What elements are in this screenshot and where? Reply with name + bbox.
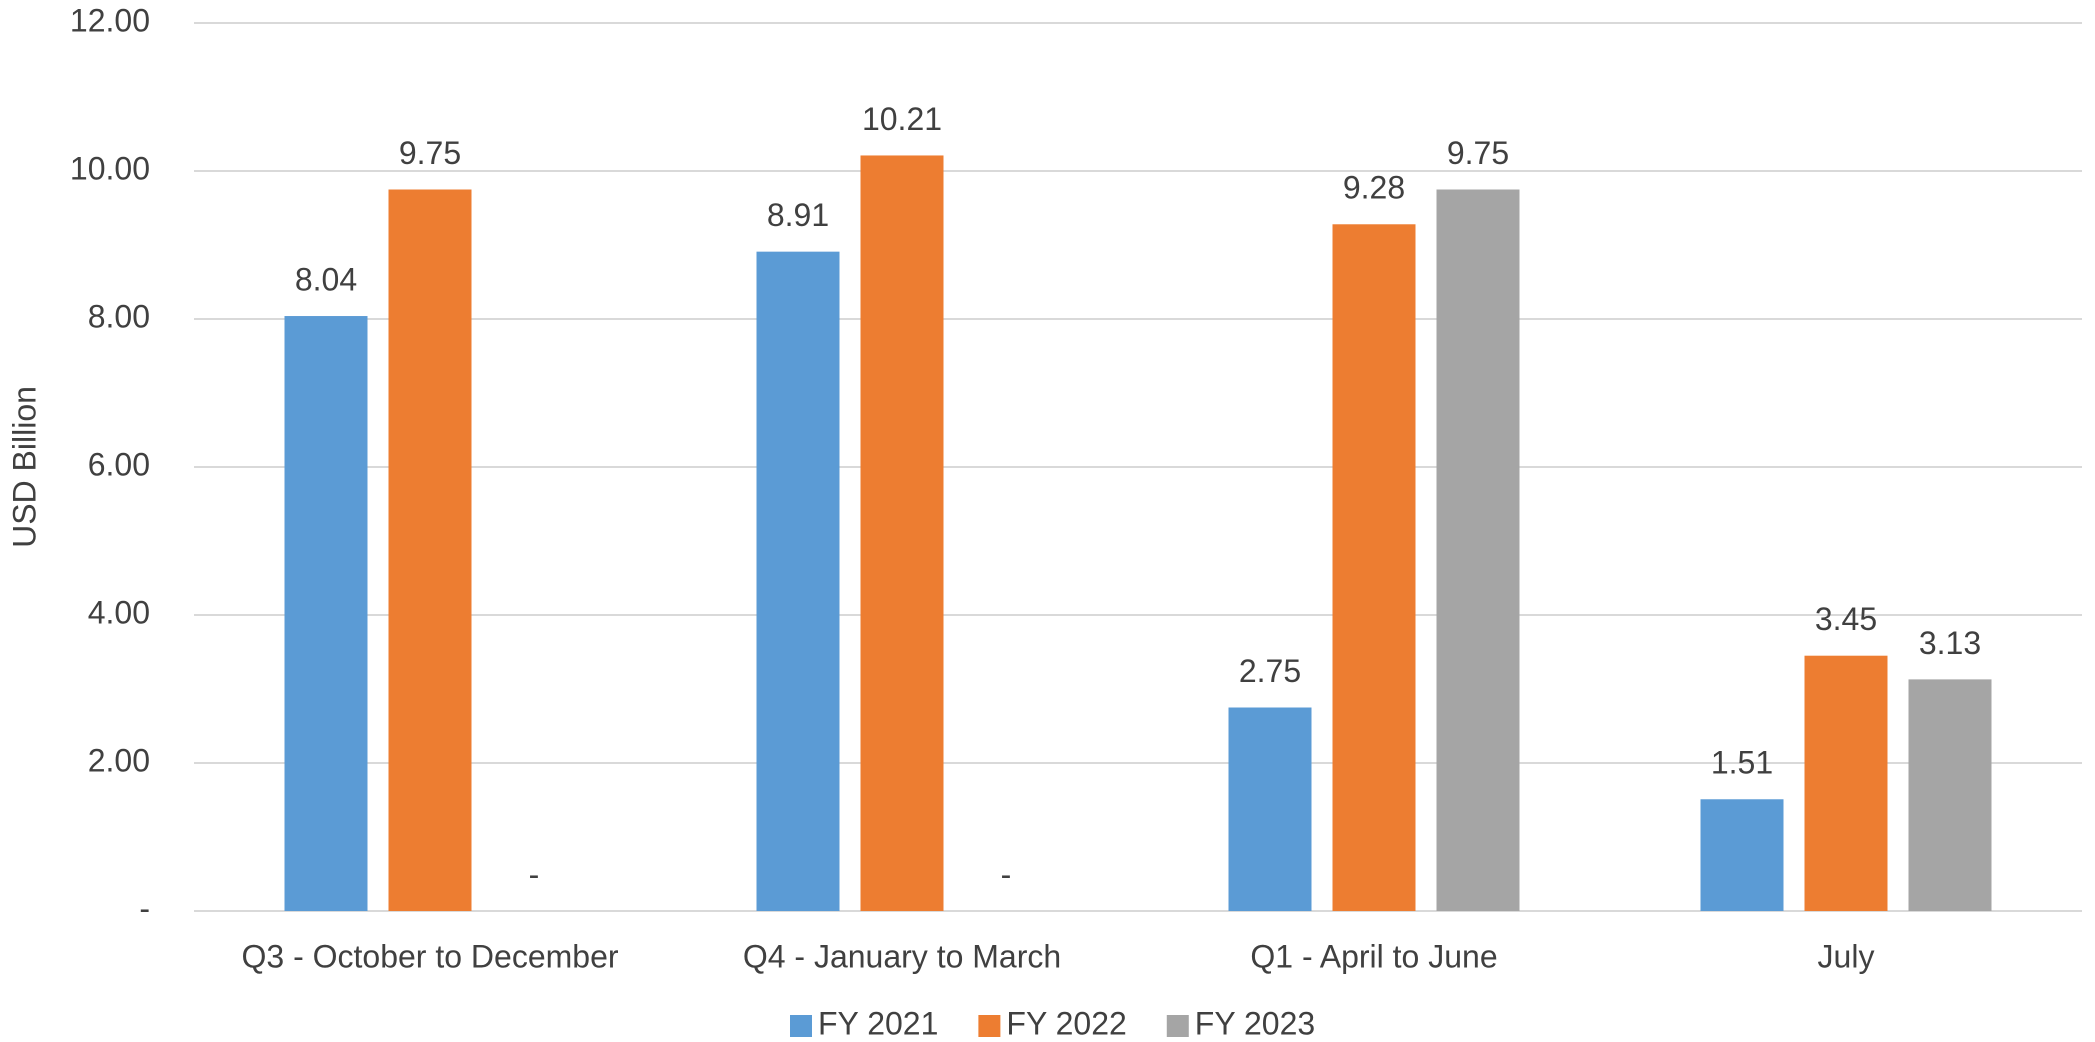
bar: [1436, 189, 1520, 911]
bar: [388, 189, 472, 911]
legend-label: FY 2022: [1006, 1005, 1126, 1041]
data-label: 9.75: [1447, 135, 1509, 171]
data-label: 2.75: [1239, 653, 1301, 689]
data-label: 1.51: [1711, 745, 1773, 781]
bar: [756, 251, 840, 911]
legend-label: FY 2021: [818, 1005, 938, 1041]
y-tick-label: -: [139, 890, 150, 926]
y-tick-label: 10.00: [70, 150, 150, 186]
data-label: 3.13: [1919, 625, 1981, 661]
bar: [284, 316, 368, 911]
x-tick-label: July: [1818, 938, 1875, 974]
data-label: 8.04: [295, 261, 357, 297]
y-tick-label: 2.00: [88, 742, 150, 778]
data-label: 3.45: [1815, 601, 1877, 637]
y-tick-label: 4.00: [88, 594, 150, 630]
data-label: 9.75: [399, 135, 461, 171]
x-tick-label: Q4 - January to March: [743, 938, 1061, 974]
data-label: 9.28: [1343, 170, 1405, 206]
bar: [1332, 224, 1416, 911]
data-label: 8.91: [767, 197, 829, 233]
x-tick-label: Q1 - April to June: [1250, 938, 1497, 974]
y-tick-label: 6.00: [88, 446, 150, 482]
bar: [1804, 655, 1888, 911]
y-axis-label: USD Billion: [6, 386, 42, 548]
data-label: -: [1001, 856, 1012, 892]
data-label: -: [529, 856, 540, 892]
bar: [1908, 679, 1992, 911]
legend-swatch: [978, 1015, 1001, 1037]
y-tick-label: 12.00: [70, 2, 150, 38]
legend-label: FY 2023: [1195, 1005, 1315, 1041]
data-label: 10.21: [862, 101, 942, 137]
y-tick-label: 8.00: [88, 298, 150, 334]
legend-swatch: [790, 1015, 812, 1037]
x-tick-label: Q3 - October to December: [241, 938, 618, 974]
bar: [860, 155, 944, 911]
bar: [1228, 707, 1312, 911]
bar: [1700, 799, 1784, 911]
legend-swatch: [1166, 1015, 1189, 1037]
